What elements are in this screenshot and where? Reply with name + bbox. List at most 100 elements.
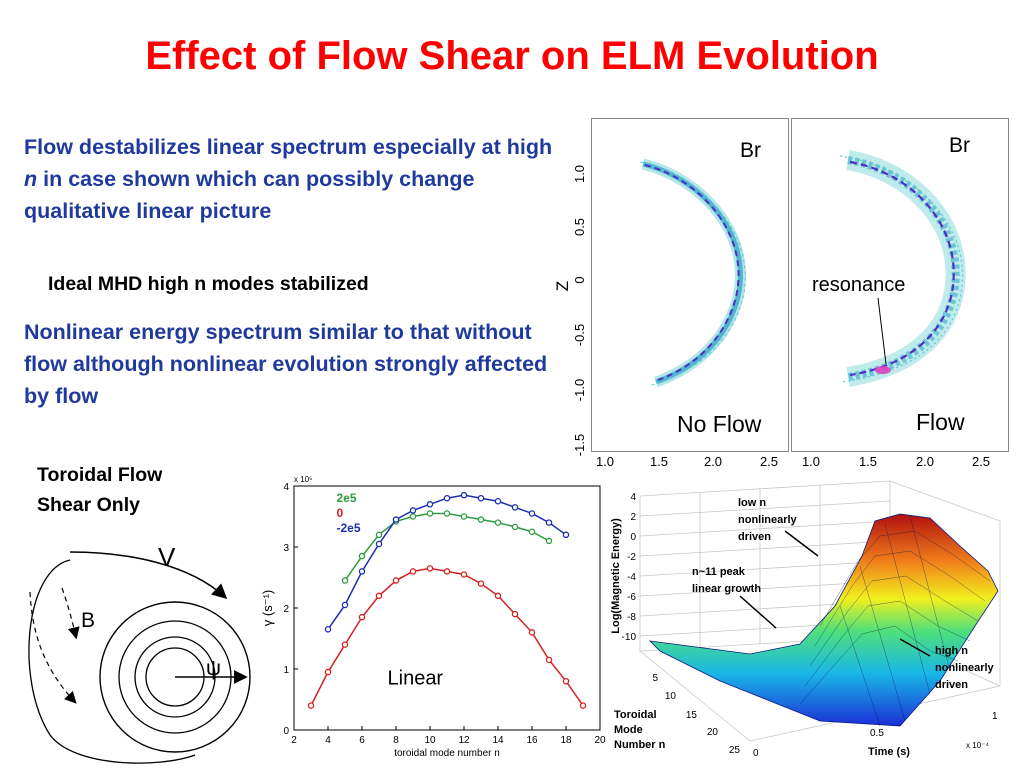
mode-axis-ticks: 5 10 15 20 25 — [652, 673, 740, 756]
x-tick-left-1.0: 1.0 — [596, 454, 614, 469]
mode-label-line1: Toroidal — [614, 709, 657, 721]
data-point--2e5 — [375, 540, 383, 548]
high-n-line1: high n — [935, 645, 968, 657]
data-point-0 — [307, 702, 315, 709]
y-tick-neg0.5: -0.5 — [572, 324, 587, 346]
data-point-0 — [460, 571, 468, 578]
z-tick-4: 4 — [630, 492, 636, 503]
x-tick-right-2.5: 2.5 — [972, 454, 990, 469]
data-point--2e5 — [562, 531, 570, 539]
flow-caption: Flow — [916, 409, 965, 435]
data-point-0 — [545, 656, 553, 664]
data-point-2e5 — [511, 523, 519, 531]
nonlinear-energy-paragraph: Nonlinear energy spectrum similar to tha… — [24, 320, 548, 408]
para1-text-b: in case shown which can possibly change … — [24, 167, 475, 223]
x-tick-right-1.5: 1.5 — [859, 454, 877, 469]
data-point--2e5 — [341, 601, 349, 609]
data-point-2e5 — [358, 552, 366, 560]
x-tick-label: 20 — [594, 735, 606, 746]
y-scale-label: x 10⁵ — [294, 475, 312, 484]
y-tick-label: 2 — [283, 604, 289, 615]
data-point--2e5 — [358, 568, 366, 575]
data-point-0 — [426, 565, 434, 572]
y-tick-0: 0 — [572, 276, 587, 283]
time-axis-label: Time (s) — [868, 746, 910, 758]
mode-tick-20: 20 — [707, 727, 719, 738]
data-point--2e5 — [545, 519, 553, 526]
psi-label: ψ — [206, 657, 221, 680]
z-tick-neg2: -2 — [627, 552, 636, 563]
time-tick-1: 1 — [992, 711, 998, 722]
no-flow-caption: No Flow — [677, 411, 762, 437]
high-n-line2: nonlinearly — [935, 662, 995, 674]
mode-tick-15: 15 — [686, 710, 698, 721]
time-scale-label: x 10⁻⁴ — [966, 741, 989, 750]
magnetic-energy-surface-plot: 4 2 0 -2 -4 -6 -8 -10 Log(Magnetic Energ… — [610, 480, 1001, 759]
series-line-0 — [310, 567, 584, 707]
y-tick-label: 1 — [283, 665, 289, 676]
shear-label-line2: Shear Only — [37, 494, 140, 516]
data-point-2e5 — [426, 510, 434, 517]
z-tick-neg8: -8 — [627, 612, 636, 623]
mode-tick-5: 5 — [652, 673, 658, 684]
high-n-line3: driven — [935, 679, 968, 691]
data-point-2e5 — [341, 577, 349, 584]
low-n-line2: nonlinearly — [738, 514, 798, 526]
surface-annotations: low n nonlinearly driven n~11 peak linea… — [692, 497, 995, 691]
y-tick-label: 4 — [283, 482, 289, 493]
z-tick-neg10: -10 — [622, 632, 637, 643]
mode-label-line3: Number n — [614, 739, 666, 751]
data-point-0 — [443, 568, 451, 575]
low-n-line3: driven — [738, 531, 771, 543]
data-point-2e5 — [409, 513, 417, 520]
y-tick-label: 0 — [283, 726, 289, 737]
y-tick-0.5: 0.5 — [572, 218, 587, 236]
para1-italic-n: n — [24, 167, 38, 191]
data-point--2e5 — [443, 494, 451, 502]
flow-destabilizes-paragraph: Flow destabilizes linear spectrum especi… — [24, 131, 564, 227]
torus-flow-diagram: V B ψ — [28, 542, 251, 764]
data-point--2e5 — [460, 491, 468, 499]
linear-label: Linear — [388, 667, 444, 689]
z-axis-ticks: 4 2 0 -2 -4 -6 -8 -10 — [622, 492, 637, 643]
b-label: B — [81, 609, 95, 632]
low-n-line1: low n — [738, 497, 766, 509]
br-label-left: Br — [740, 139, 761, 162]
energy-surface — [648, 513, 999, 727]
x-tick-label: 16 — [526, 735, 538, 746]
x-tick-left-2.0: 2.0 — [704, 454, 722, 469]
x-tick-left-1.5: 1.5 — [650, 454, 668, 469]
x-tick-label: 2 — [291, 735, 297, 746]
data-point-0 — [579, 702, 587, 709]
surface-mesh — [799, 515, 991, 727]
data-point--2e5 — [477, 494, 485, 502]
resonance-pointer — [877, 297, 887, 365]
y-tick-1.0: 1.0 — [572, 165, 587, 183]
data-point-2e5 — [494, 519, 502, 526]
data-point--2e5 — [511, 504, 519, 511]
z-tick-neg4: -4 — [627, 572, 636, 583]
x-axis-label: toroidal mode number n — [394, 748, 500, 759]
shear-label-line1: Toroidal Flow — [37, 464, 163, 486]
br-label-right: Br — [949, 134, 970, 157]
data-point-0 — [511, 610, 519, 618]
data-point-0 — [477, 580, 485, 587]
slide-title: Effect of Flow Shear on ELM Evolution — [145, 34, 879, 78]
legend-entry-0: 0 — [337, 506, 344, 520]
br-contour-panels: 1.0 0.5 0 -0.5 -1.0 -1.5 Z 1.0 1.5 2.0 2… — [553, 134, 990, 469]
data-point-0 — [494, 592, 502, 600]
data-point--2e5 — [426, 501, 434, 508]
y-tick-neg1.0: -1.0 — [572, 379, 587, 401]
data-point-2e5 — [477, 516, 485, 523]
y-tick-neg1.5: -1.5 — [572, 434, 587, 456]
mode-label-line2: Mode — [614, 724, 643, 736]
data-point--2e5 — [392, 516, 400, 523]
legend-entry--2e5: -2e5 — [337, 521, 361, 535]
time-tick-0: 0 — [753, 748, 759, 759]
z-tick-0: 0 — [630, 532, 636, 543]
mode-axis-label: Toroidal Mode Number n — [614, 709, 666, 751]
torus-outline — [28, 559, 196, 764]
mode-tick-25: 25 — [729, 745, 741, 756]
data-point-0 — [562, 677, 570, 685]
